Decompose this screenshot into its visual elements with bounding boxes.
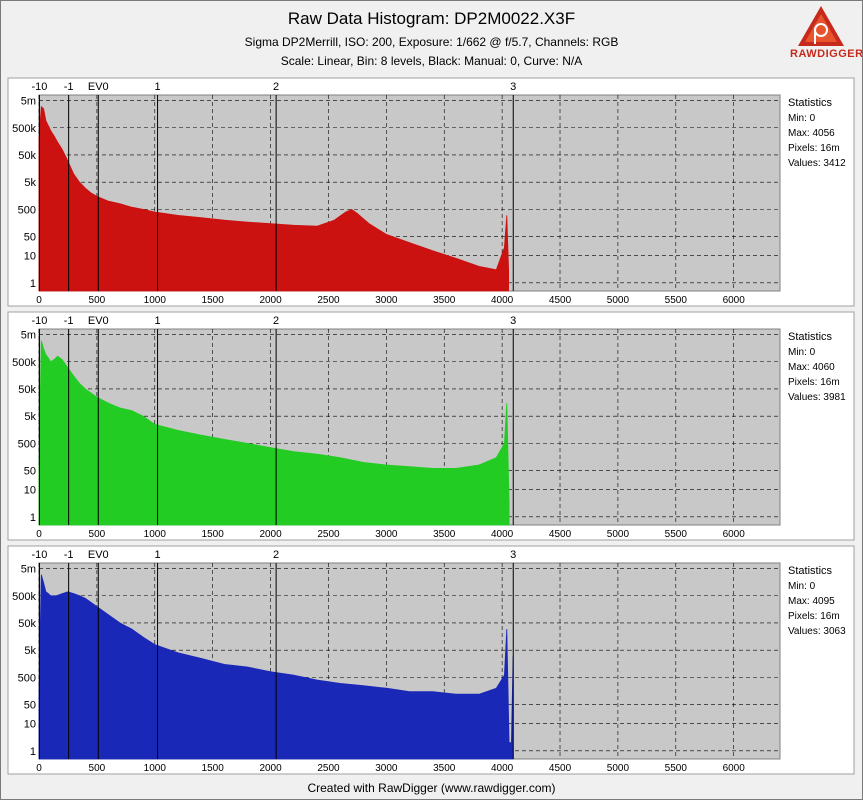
scale-info: Scale: Linear, Bin: 8 levels, Black: Man… [280,54,583,68]
rawdigger-logo-icon [798,6,844,46]
logo-text: RAWDIGGER [790,48,863,60]
camera-info: Sigma DP2Merrill, ISO: 200, Exposure: 1/… [244,35,619,49]
histogram-title: Raw Data Histogram: DP2M0022.X3F [287,9,576,28]
footer-credit: Created with RawDigger (www.rawdigger.co… [307,781,556,795]
